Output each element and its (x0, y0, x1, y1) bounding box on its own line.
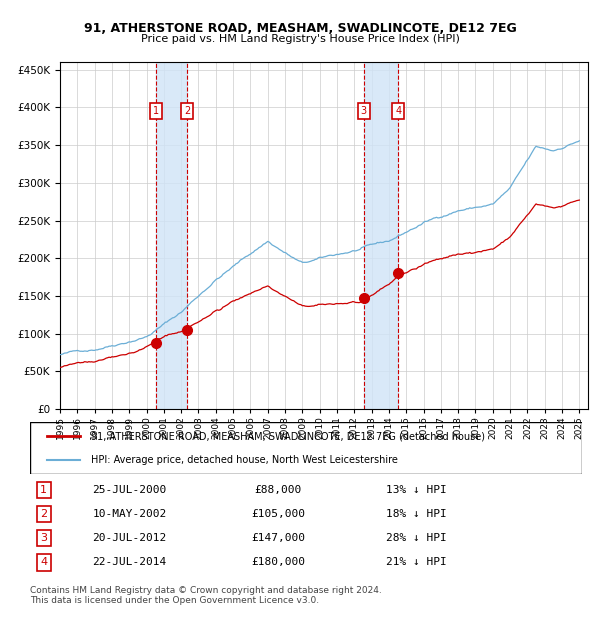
Text: £147,000: £147,000 (251, 533, 305, 543)
Bar (364, 62, 398, 409)
Text: 13% ↓ HPI: 13% ↓ HPI (386, 485, 447, 495)
Text: 3: 3 (361, 106, 367, 116)
Text: 3: 3 (40, 533, 47, 543)
Text: £180,000: £180,000 (251, 557, 305, 567)
Text: 1: 1 (40, 485, 47, 495)
Text: 91, ATHERSTONE ROAD, MEASHAM, SWADLINCOTE, DE12 7EG (detached house): 91, ATHERSTONE ROAD, MEASHAM, SWADLINCOT… (91, 432, 485, 441)
Text: 1: 1 (153, 106, 160, 116)
Text: 18% ↓ HPI: 18% ↓ HPI (386, 509, 447, 519)
Text: 2: 2 (184, 106, 191, 116)
Text: HPI: Average price, detached house, North West Leicestershire: HPI: Average price, detached house, Nort… (91, 454, 398, 464)
Text: 4: 4 (40, 557, 47, 567)
Text: £105,000: £105,000 (251, 509, 305, 519)
Text: 22-JUL-2014: 22-JUL-2014 (92, 557, 166, 567)
Text: Price paid vs. HM Land Registry's House Price Index (HPI): Price paid vs. HM Land Registry's House … (140, 34, 460, 44)
Text: 25-JUL-2000: 25-JUL-2000 (92, 485, 166, 495)
Text: 4: 4 (395, 106, 401, 116)
Text: 28% ↓ HPI: 28% ↓ HPI (386, 533, 447, 543)
Text: Contains HM Land Registry data © Crown copyright and database right 2024.
This d: Contains HM Land Registry data © Crown c… (30, 586, 382, 605)
Text: 10-MAY-2002: 10-MAY-2002 (92, 509, 166, 519)
Text: 2: 2 (40, 509, 47, 519)
Text: 20-JUL-2012: 20-JUL-2012 (92, 533, 166, 543)
Text: £88,000: £88,000 (255, 485, 302, 495)
Text: 91, ATHERSTONE ROAD, MEASHAM, SWADLINCOTE, DE12 7EG: 91, ATHERSTONE ROAD, MEASHAM, SWADLINCOT… (83, 22, 517, 35)
Bar (156, 62, 187, 409)
Text: 21% ↓ HPI: 21% ↓ HPI (386, 557, 447, 567)
